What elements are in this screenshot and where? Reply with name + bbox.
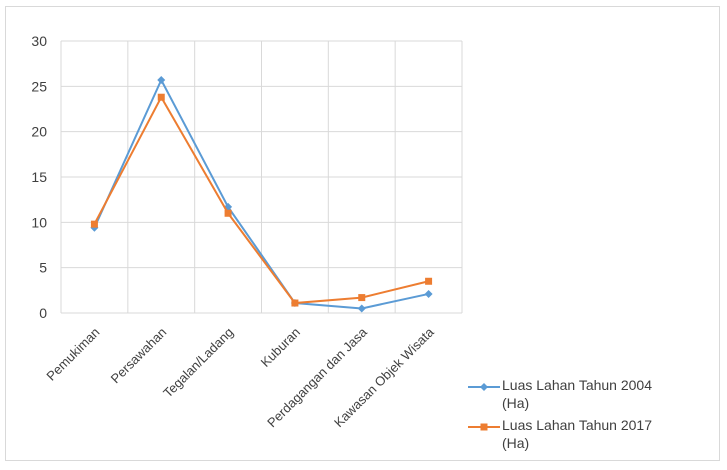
x-tick-label: Persawahan [108, 325, 170, 387]
legend-swatch-2004 [468, 383, 500, 391]
data-point-square [157, 93, 165, 101]
series-line [93, 95, 429, 305]
y-tick-label: 10 [31, 214, 47, 230]
legend-item-2017: Luas Lahan Tahun 2017 (Ha) [466, 416, 686, 452]
x-tick-label: Kuburan [258, 325, 303, 370]
data-point-square [90, 220, 98, 228]
legend-swatch-2017 [468, 423, 500, 431]
series-2017 [90, 93, 433, 307]
legend-label-2004-line2: (Ha) [502, 395, 530, 411]
data-point-square [224, 209, 232, 217]
y-tick-label: 20 [31, 124, 47, 140]
legend-label-2017-line1: Luas Lahan Tahun 2017 [502, 417, 652, 433]
y-tick-label: 15 [31, 169, 47, 185]
legend-label-2004-line1: Luas Lahan Tahun 2004 [502, 377, 652, 393]
gridlines [60, 40, 463, 314]
data-point-diamond [357, 304, 366, 313]
data-point-square [425, 277, 433, 285]
series-layer [90, 75, 433, 313]
y-tick-label: 25 [31, 78, 47, 94]
legend-label-2017-line2: (Ha) [502, 435, 530, 451]
x-tick-label: Tegalan/Ladang [160, 325, 236, 401]
y-tick-label: 30 [31, 33, 47, 49]
y-axis-ticks: 0 5 10 15 20 25 30 [31, 33, 47, 321]
data-point-square [291, 299, 299, 307]
data-point-square [358, 294, 366, 302]
chart-frame [5, 6, 720, 461]
legend-item-2004: Luas Lahan Tahun 2004 (Ha) [466, 376, 686, 412]
legend: Luas Lahan Tahun 2004 (Ha) Luas Lahan Ta… [466, 376, 686, 456]
series-line [93, 77, 429, 310]
y-tick-label: 5 [39, 260, 47, 276]
data-point-diamond [157, 75, 166, 84]
y-tick-label: 0 [39, 305, 47, 321]
data-point-diamond [424, 289, 433, 298]
x-tick-label: Pemukiman [43, 325, 102, 384]
